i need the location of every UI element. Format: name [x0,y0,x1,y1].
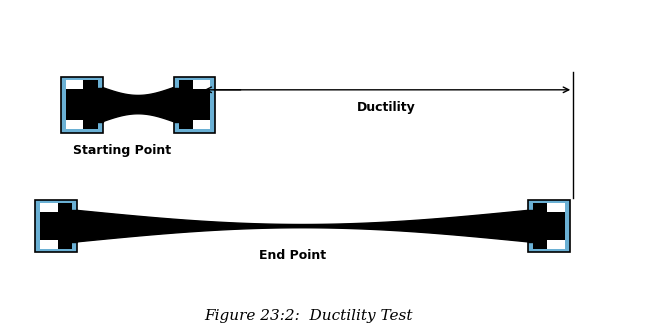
Polygon shape [174,88,190,122]
Bar [547,203,565,212]
Bar [193,120,211,129]
Text: End Point: End Point [259,249,326,262]
Bar [66,80,83,90]
Polygon shape [103,88,174,122]
Bar [40,203,72,249]
Bar [40,203,58,212]
Polygon shape [77,210,528,242]
Bar [533,203,565,249]
Polygon shape [60,210,77,242]
Bar [40,240,58,249]
Bar [66,80,98,129]
Bar [66,120,83,129]
Bar [174,77,215,133]
Polygon shape [528,210,545,242]
Text: Figure 23:2:  Ductility Test: Figure 23:2: Ductility Test [205,309,413,323]
Text: Ductility: Ductility [358,101,416,114]
Bar [179,80,211,129]
Bar [547,240,565,249]
Polygon shape [86,88,103,122]
Bar [193,80,211,90]
Bar [35,200,77,253]
Bar [528,200,570,253]
Bar [61,77,103,133]
Text: Starting Point: Starting Point [73,144,171,157]
